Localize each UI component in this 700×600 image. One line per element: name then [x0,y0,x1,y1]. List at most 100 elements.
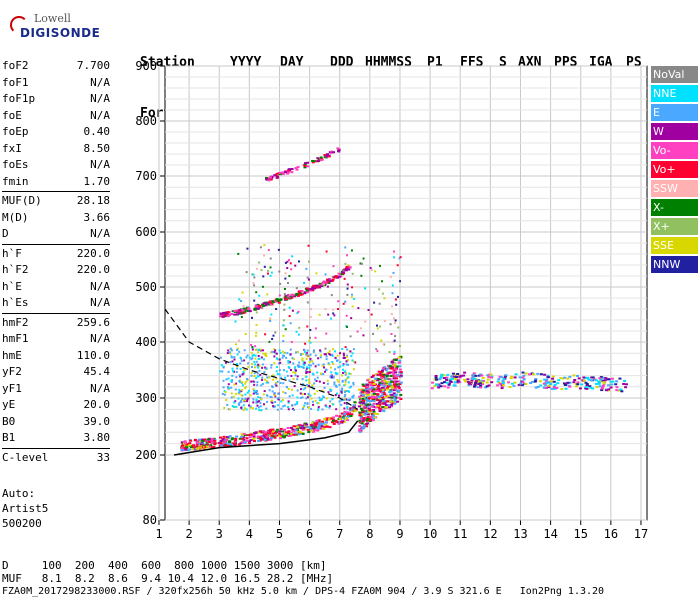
echo-point [562,382,566,385]
echo-point [564,387,568,390]
echo-point [227,408,230,411]
echo-point [235,309,239,312]
echo-point [326,417,330,420]
echo-point [372,332,375,335]
echo-point [235,405,238,408]
echo-point [377,396,381,399]
echo-point [288,306,291,309]
echo-point [209,446,213,449]
echo-point [315,429,319,432]
echo-point [292,293,296,296]
echo-point [275,365,278,368]
echo-point [309,288,313,291]
echo-point [313,378,316,381]
param-value: 1.70 [83,174,111,188]
echo-point [378,381,382,384]
echo-point [382,383,386,386]
echo-point [284,295,288,298]
echo-point [269,274,272,277]
echo-point [568,381,572,384]
echo-point [270,399,273,402]
echo-point [479,386,483,389]
echo-point [229,361,232,364]
echo-point [256,404,259,407]
echo-point [275,377,278,380]
echo-point [330,371,333,374]
echo-point [322,363,325,366]
echo-point [335,384,338,387]
echo-point [287,400,290,403]
echo-point [344,389,347,392]
echo-point [395,377,399,380]
echo-point [350,293,353,296]
echo-point [294,294,298,297]
echo-point [359,418,363,421]
echo-point [486,374,490,377]
echo-point [228,351,231,354]
echo-point [514,373,518,376]
echo-point [185,446,189,449]
echo-point [270,313,273,316]
x-tick-label: 8 [366,527,373,541]
echo-point [283,293,286,296]
echo-point [233,443,237,446]
echo-point [275,384,278,387]
echo-point [478,382,482,385]
echo-point [320,425,324,428]
echo-point [305,357,308,360]
echo-point [243,400,246,403]
echo-point [378,410,382,413]
echo-point [210,439,214,442]
echo-point [370,390,374,393]
x-tick-label: 13 [513,527,527,541]
echo-point [476,386,480,389]
echo-point [386,367,390,370]
echo-point [385,383,389,386]
echo-point [500,387,504,390]
echo-point [339,365,342,368]
echo-point [369,415,373,418]
echo-point [277,431,281,434]
echo-point [352,368,355,371]
echo-point [385,388,389,391]
echo-point [280,400,283,403]
echo-point [379,371,383,374]
echo-point [270,351,273,354]
echo-point [367,308,370,311]
echo-point [343,413,347,416]
echo-point [487,384,491,387]
echo-point [395,380,399,383]
echo-point [256,304,260,307]
param-row: h`F2 220.0 [2,262,110,279]
echo-point [271,428,275,431]
echo-point [221,392,224,395]
echo-point [247,442,251,445]
echo-point [275,176,279,179]
echo-point [447,383,451,386]
echo-point [274,395,277,398]
echo-point [434,376,438,379]
echo-point [200,441,204,444]
echo-point [341,387,344,390]
echo-point [382,343,385,346]
echo-point [331,421,335,424]
param-row: foE N/A [2,108,110,125]
echo-point [254,390,257,393]
echo-point [336,392,339,395]
echo-point [381,292,384,295]
echo-point [373,416,377,419]
echo-point [303,361,306,364]
echo-point [246,398,249,401]
echo-point [257,354,260,357]
echo-point [599,376,603,379]
echo-point [349,335,352,338]
echo-point [322,366,325,369]
echo-point [388,406,392,409]
echo-point [255,323,258,326]
echo-point [324,273,327,276]
echo-point [307,406,310,409]
echo-point [227,377,230,380]
echo-point [280,407,283,410]
echo-point [301,396,304,399]
echo-point [267,179,271,182]
